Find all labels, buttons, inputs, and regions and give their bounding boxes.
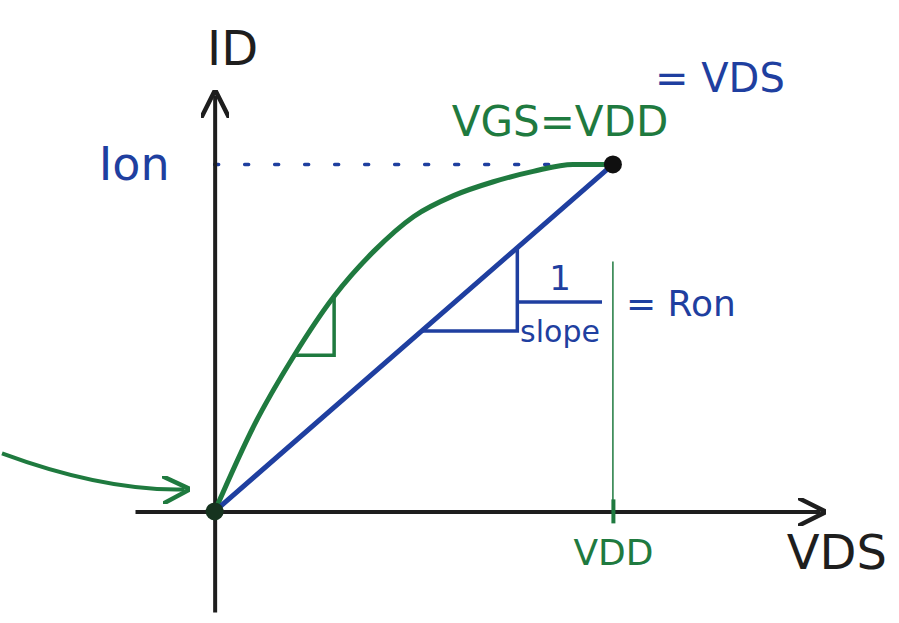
grid-line xyxy=(612,262,614,512)
slope-triangle xyxy=(294,296,334,355)
annotation: VGS=VDD xyxy=(452,97,669,146)
y-axis-line xyxy=(213,96,217,613)
x-tick: VDD xyxy=(573,499,653,573)
y-axis-title: ID xyxy=(207,20,258,76)
series-marker xyxy=(604,155,622,173)
fraction-bar xyxy=(518,300,602,304)
series-marker xyxy=(206,502,224,520)
y-tick: Ion xyxy=(99,137,215,191)
annotation: 1 xyxy=(549,258,571,298)
chart: VDD Ion VDS ID VGS=VDD= VDS 1 slope = Ron xyxy=(0,0,899,623)
annotation: = VDS xyxy=(655,55,785,101)
y-axis: Ion xyxy=(99,96,215,613)
grid xyxy=(215,164,613,511)
pointer-arrow xyxy=(2,453,185,489)
annotation: = Ron xyxy=(626,283,736,324)
plot-area xyxy=(206,155,622,520)
series-line xyxy=(215,164,613,511)
x-axis-title: VDS xyxy=(787,524,887,580)
y-tick-label: Ion xyxy=(99,137,170,191)
slope-triangle xyxy=(422,248,518,331)
x-axis-line xyxy=(136,510,821,514)
annotation: slope xyxy=(520,314,600,349)
x-axis: VDD xyxy=(136,499,821,573)
x-tick-label: VDD xyxy=(573,532,653,573)
series-line xyxy=(215,164,613,511)
x-tick-mark xyxy=(611,499,615,523)
